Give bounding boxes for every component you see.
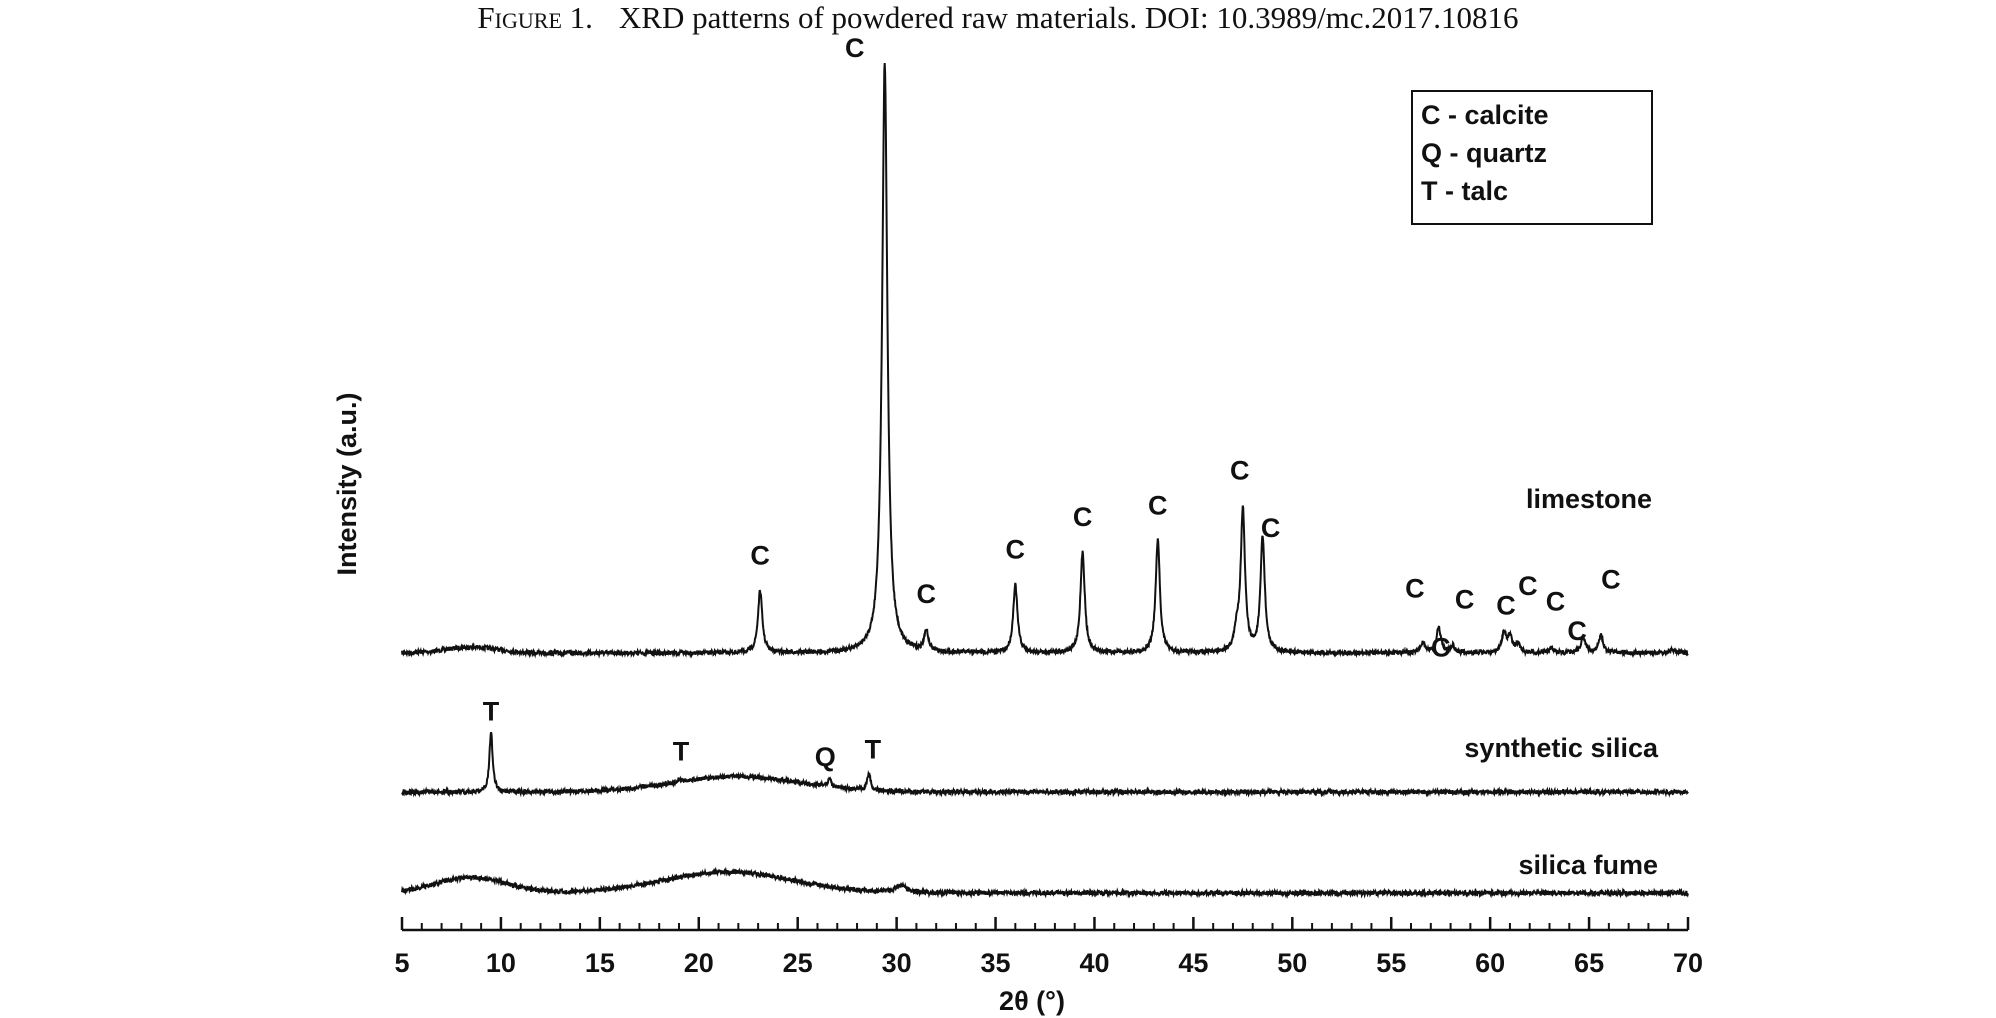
y-axis-label: Intensity (a.u.) — [332, 392, 362, 575]
peak-label: C — [1405, 573, 1425, 603]
peak-label: T — [865, 735, 882, 765]
legend-entry: Q - quartz — [1421, 138, 1547, 168]
x-tick-label: 50 — [1277, 948, 1307, 978]
caption-label: Figure 1. — [477, 0, 593, 35]
legend-entry: C - calcite — [1421, 100, 1549, 130]
legend-entry: T - talc — [1421, 176, 1508, 206]
peak-label: C — [1006, 535, 1026, 565]
peak-label: C — [1230, 456, 1250, 486]
peak-label: C — [1261, 513, 1281, 543]
x-tick-label: 20 — [684, 948, 714, 978]
peak-label: C — [1601, 564, 1621, 594]
peak-label: Q — [815, 742, 836, 772]
x-tick-label: 10 — [486, 948, 516, 978]
series-line — [401, 63, 1689, 659]
peak-label: C — [1148, 490, 1168, 520]
series-name-label: synthetic silica — [1464, 733, 1659, 763]
peak-label: C — [917, 579, 937, 609]
peak-label: C — [1496, 591, 1516, 621]
peak-label: C — [1546, 587, 1566, 617]
peak-label: T — [483, 697, 500, 727]
x-tick-label: 15 — [585, 948, 615, 978]
x-tick-label: 60 — [1475, 948, 1505, 978]
peak-label: C — [1518, 571, 1538, 601]
peak-label: C — [750, 541, 770, 571]
x-tick-label: 40 — [1079, 948, 1109, 978]
peak-label: C — [1431, 633, 1451, 663]
series-name-label: limestone — [1526, 484, 1652, 514]
legend-box — [1411, 90, 1653, 225]
x-tick-label: 55 — [1376, 948, 1406, 978]
x-axis-label: 2θ (°) — [999, 986, 1065, 1016]
x-tick-label: 25 — [783, 948, 813, 978]
series-name-label: silica fume — [1518, 850, 1658, 880]
figure-caption: Figure 1. XRD patterns of powdered raw ma… — [0, 0, 1996, 36]
peak-label: C — [1567, 616, 1587, 646]
x-tick-label: 45 — [1178, 948, 1208, 978]
x-tick-label: 35 — [981, 948, 1011, 978]
x-axis: 5 10 15 20 25 30 35 40 45 50 55 60 65 70 — [394, 917, 1703, 978]
x-tick-label: 30 — [882, 948, 912, 978]
x-tick-label: 65 — [1574, 948, 1604, 978]
caption-text: XRD patterns of powdered raw materials. … — [618, 0, 1519, 35]
legend: C - calcite Q - quartz T - talc — [1411, 90, 1653, 225]
x-tick-label: 5 — [394, 948, 409, 978]
peak-label: T — [673, 736, 690, 766]
peak-label: C — [1073, 502, 1093, 532]
peak-label: C — [1455, 585, 1475, 615]
series-silica-fume: silica fume — [401, 850, 1689, 899]
series-line — [401, 731, 1689, 798]
x-tick-label: 70 — [1673, 948, 1703, 978]
peak-label: C — [845, 33, 865, 63]
series-line — [401, 866, 1689, 899]
